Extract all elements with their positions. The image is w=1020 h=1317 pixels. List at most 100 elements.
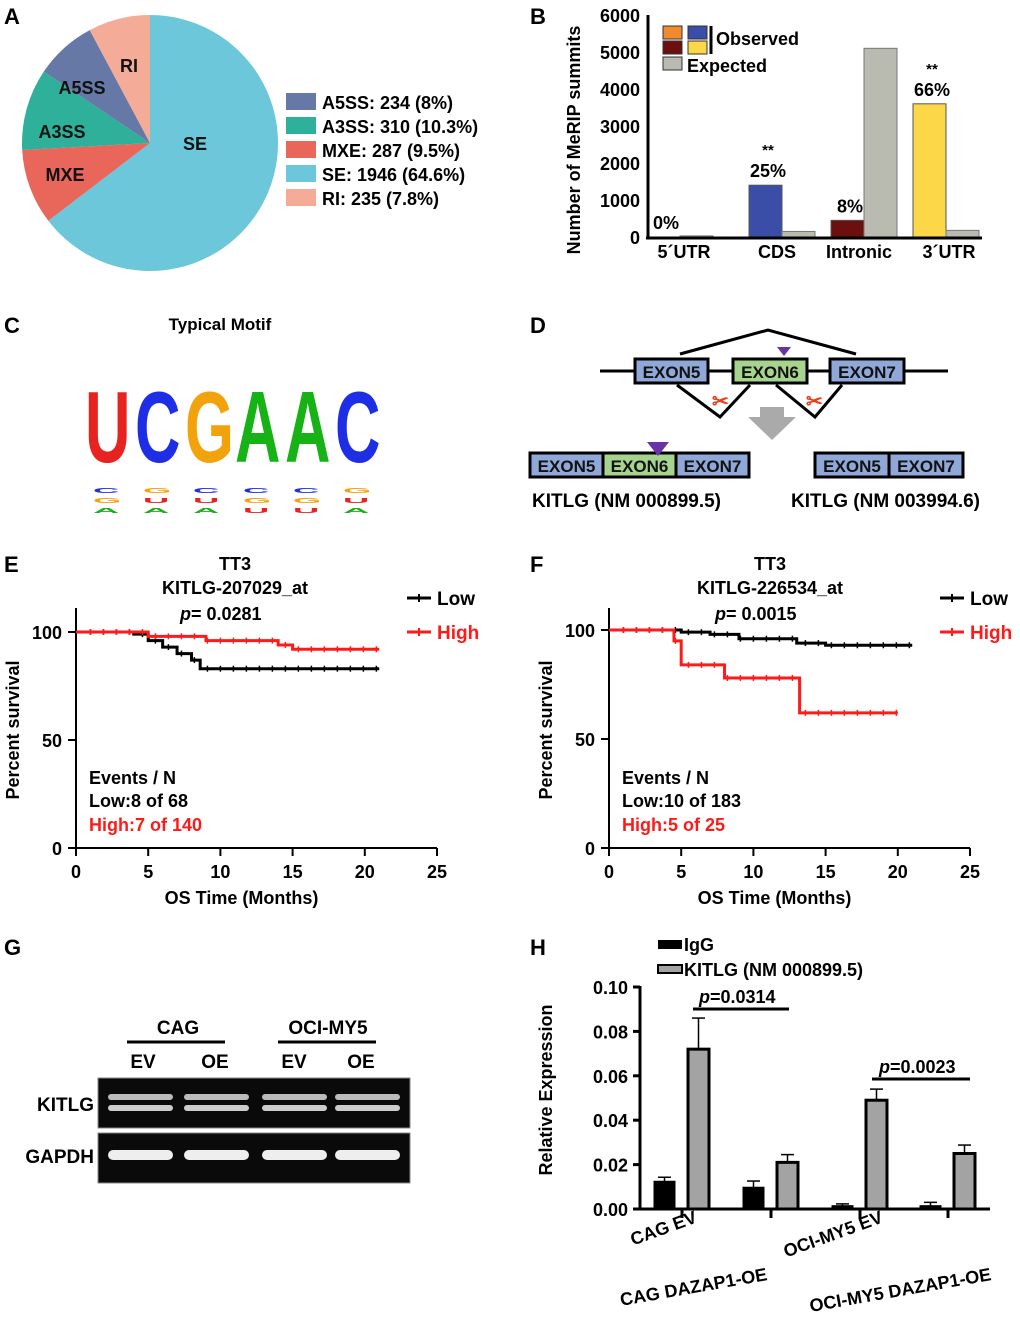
gel-band [335,1094,400,1100]
motif-letter-g: G [185,371,234,484]
x-tick-label: CDS [758,242,796,262]
events-title: Events / N [89,768,176,788]
p-text: =0.0314 [710,987,776,1007]
exon6 [731,357,809,385]
motif-letter-small: U [243,506,269,515]
y-axis-label: Percent survival [536,660,556,799]
bar-observed [912,103,947,238]
legend-swatch-expected [662,56,683,71]
p-symbol: p [878,1057,890,1077]
motif-letter-small: C [93,486,119,495]
y-tick-label: 0.06 [593,1067,628,1087]
bar-kitlg [775,1160,800,1211]
x-tick-label: 3´UTR [923,242,976,262]
motif-letter-small: G [243,496,271,505]
legend-entry-a3ss: A3SS: 310 (10.3%) [322,117,478,137]
gel-group-oci-my5: OCI-MY5 [288,1018,368,1039]
exon7 [828,357,906,385]
y-tick-label: 2000 [600,154,640,174]
iso2-exon7-label: EXON7 [897,457,955,476]
lane-label: EV [130,1052,156,1073]
motif-letter-small: U [143,496,169,505]
pie-slice-a3ss [22,71,150,150]
km-curve-low [609,628,913,647]
x-tick-label: 25 [427,862,447,882]
legend-swatch-observed [662,25,683,40]
panel-label-H: H [530,935,546,960]
x-tick-label: OCI-MY5 EV [781,1207,886,1261]
pie-label-a3ss: A3SS [38,122,85,142]
p-symbol: p [714,604,726,624]
legend-low: Low [970,589,1008,610]
y-tick-label: 6000 [600,6,640,26]
motif-letter-small: A [343,506,369,515]
motif-letter-small: A [193,506,219,515]
y-tick-label: 0 [630,228,640,248]
legend-low: Low [437,589,475,610]
gel-band [184,1094,249,1100]
legend-swatch-ri [286,189,316,206]
y-tick-label: 3000 [600,117,640,137]
iso1-exon7 [674,451,751,479]
motif-letter-a: A [285,371,331,484]
bar-label: 66% [914,80,950,100]
panel-label-A: A [4,4,20,29]
x-tick-label: 5´UTR [658,242,711,262]
motif-letter-small: C [193,486,219,495]
panel-label-B: B [530,4,546,29]
iso2-exon7 [887,451,965,479]
pie-slice-se [48,15,279,271]
motif-letter-small: U [193,496,219,505]
legend-swatch-kitlg [657,964,683,974]
x-tick-label: 10 [210,862,230,882]
pie-label-a5ss: A5SS [58,78,105,98]
legend-entry-se: SE: 1946 (64.6%) [322,165,465,185]
bar-expected [945,229,980,238]
gel-band [262,1094,327,1100]
motif-letter-small: C [293,486,319,495]
x-tick-label: OCI-MY5 DAZAP1-OE [808,1264,993,1316]
significance-stars: ** [762,142,774,159]
bar-igg [653,1180,676,1210]
x-axis-label: OS Time (Months) [165,888,319,908]
bar-observed [830,219,865,238]
p-symbol: p [179,604,191,624]
legend-entry-a5ss: A5SS: 234 (8%) [322,93,453,113]
exon7-label: EXON7 [838,363,896,382]
legend-entry-mxe: MXE: 287 (9.5%) [322,141,460,161]
km-curve-high [76,630,380,651]
bar-kitlg [952,1152,977,1211]
lane-label: EV [281,1052,307,1073]
y-tick-label: 1000 [600,191,640,211]
panel-label-E: E [4,552,19,577]
iso1-exon5-label: EXON5 [538,457,596,476]
p-text: = 0.0015 [726,604,797,624]
legend-kitlg: KITLG (NM 000899.5) [684,960,863,980]
motif-letter-small: U [343,496,369,505]
splice-skip-line [679,328,857,356]
events-title: Events / N [622,768,709,788]
pie-label-ri: RI [120,56,138,76]
gel-band [108,1150,173,1160]
motif-letter-a: A [235,371,281,484]
gel-band [184,1105,249,1111]
gel-band [262,1150,327,1160]
legend-swatch-observed [687,40,708,55]
isoform2-label: KITLG (NM 003994.6) [791,491,980,512]
gel-kitlg [97,1077,411,1129]
legend-expected: Expected [687,56,767,76]
gel-band [335,1150,400,1160]
bar-kitlg [864,1098,889,1211]
y-tick-label: 0.00 [593,1200,628,1220]
x-tick-label: 5 [143,862,153,882]
x-axis-label: OS Time (Months) [698,888,852,908]
km-title: TT3 [219,554,251,574]
y-tick-label: 0.04 [593,1111,628,1131]
bar-igg [919,1205,942,1210]
x-tick-label: 0 [71,862,81,882]
iso1-exon7-label: EXON7 [684,457,742,476]
km-curve-low [76,630,380,671]
exon5 [633,357,710,385]
